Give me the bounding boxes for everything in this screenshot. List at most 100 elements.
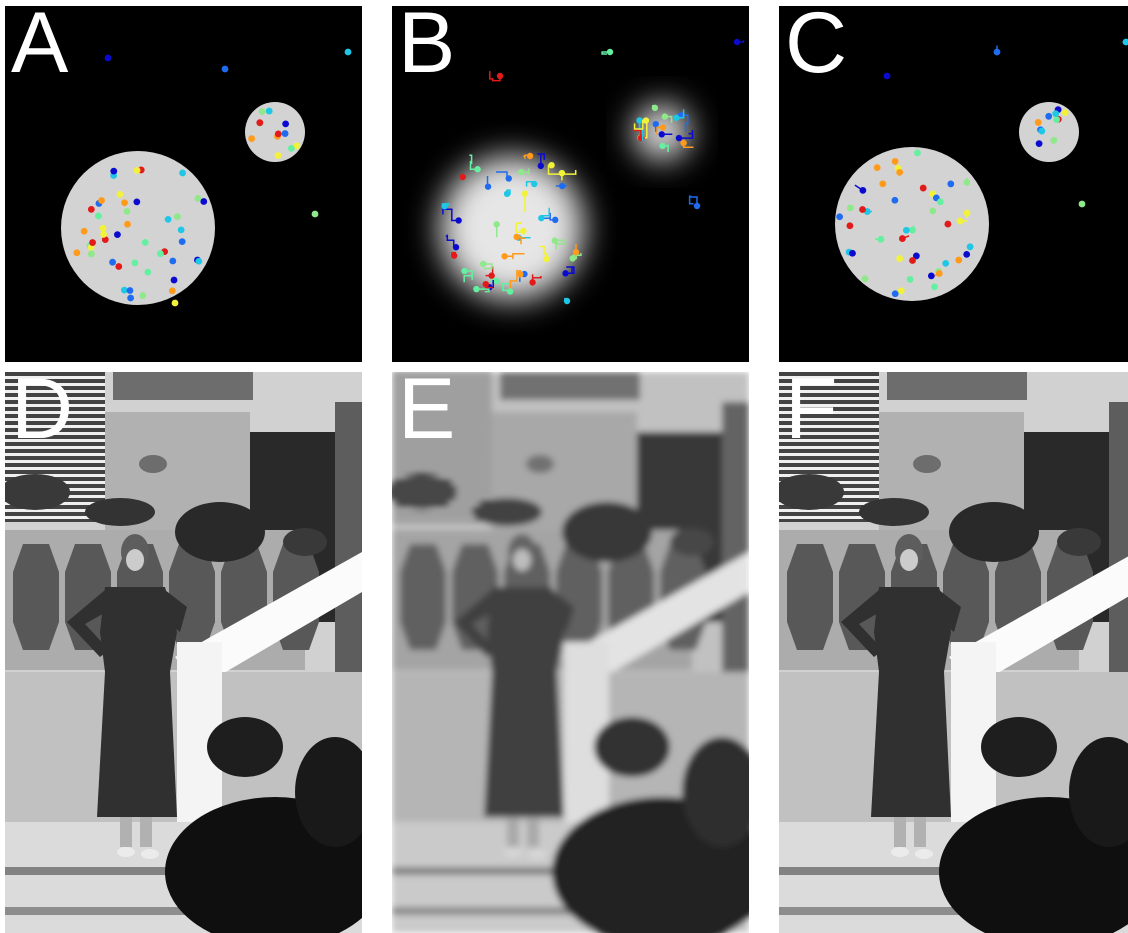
- particle-dot: [517, 271, 524, 278]
- shutter-slat: [5, 432, 105, 435]
- panel-c: C: [779, 6, 1128, 362]
- panel-a-particle-dots: [73, 48, 352, 307]
- particle-dot: [1045, 112, 1053, 120]
- shutter-slat: [392, 446, 492, 449]
- shutter-slat: [5, 418, 105, 421]
- particle-dot: [531, 180, 538, 188]
- panel-d-scene: [5, 372, 362, 933]
- particle-dot: [673, 114, 680, 121]
- particle-trajectory: [638, 120, 644, 141]
- particle-dot: [124, 220, 131, 228]
- woman-arm: [841, 590, 887, 657]
- panel-e-scene: [392, 372, 749, 933]
- particle-dot: [484, 183, 492, 190]
- shutter-slat: [779, 474, 879, 477]
- bush: [981, 717, 1057, 777]
- particle-trajectory: [601, 51, 610, 55]
- particle-dot: [963, 179, 971, 186]
- panel-b-figure: [392, 6, 749, 362]
- shutter-slat: [392, 460, 492, 463]
- particle-dot: [675, 134, 683, 142]
- particle-trajectory: [483, 263, 493, 270]
- panel-f-scene: [779, 372, 1128, 933]
- particle-dot: [73, 249, 81, 257]
- potted-plant: [670, 528, 714, 556]
- woman-leg: [507, 817, 519, 847]
- particle-dot: [282, 120, 290, 128]
- particle-dot: [846, 222, 854, 230]
- shutter-slat: [5, 509, 105, 512]
- particle-dot: [891, 196, 899, 204]
- particle-dot: [170, 276, 178, 284]
- particle-dot: [133, 166, 141, 174]
- potted-plant: [5, 474, 70, 510]
- shutter-slat: [5, 474, 105, 477]
- particle-dot: [929, 207, 937, 215]
- particle-trajectory: [664, 115, 673, 123]
- panel-b-trajectories: [441, 38, 745, 305]
- particle-dot: [141, 239, 149, 246]
- particle-dot: [849, 249, 856, 257]
- particle-dot: [942, 259, 950, 267]
- particle-dot: [258, 108, 266, 115]
- particle-trajectory: [561, 170, 577, 181]
- particle-trajectory: [681, 114, 689, 132]
- particle-dot: [966, 243, 974, 251]
- shutter-slat: [5, 446, 105, 449]
- particle-dot: [482, 280, 489, 288]
- particle-dot: [505, 175, 512, 182]
- panel-a: A: [5, 6, 362, 362]
- particle-dot: [912, 252, 920, 260]
- shutter-slat: [392, 397, 492, 400]
- particle-dot: [121, 199, 128, 207]
- panel-c-particle-dots: [836, 38, 1128, 298]
- particle-dot: [506, 288, 514, 295]
- shutter-slat: [5, 516, 105, 519]
- particle-dot: [606, 48, 614, 56]
- particle-trajectory: [575, 243, 577, 253]
- particle-dot: [256, 119, 264, 127]
- particle-dot: [572, 249, 580, 256]
- shutter-slat: [5, 453, 105, 456]
- particle-dot: [274, 152, 282, 159]
- woman-leg: [527, 817, 539, 847]
- shutter-slat: [779, 425, 879, 428]
- particle-dot: [281, 130, 289, 137]
- shutter-slat: [392, 453, 492, 456]
- shutter-slat: [5, 383, 105, 386]
- lamp-shadow: [913, 455, 941, 473]
- particle-dot: [474, 166, 481, 173]
- particle-dot: [171, 299, 179, 307]
- particle-dot: [569, 255, 576, 262]
- particle-dot: [963, 209, 971, 217]
- particle-dot: [87, 250, 95, 258]
- particle-dot: [98, 197, 105, 204]
- particle-dot: [947, 180, 955, 188]
- shutter-slat: [392, 467, 492, 470]
- particle-dot: [836, 213, 844, 221]
- lamp-shadow: [139, 455, 167, 473]
- balustrade-opening: [400, 544, 446, 650]
- particle-dot: [538, 214, 545, 222]
- particle-dot: [87, 205, 95, 213]
- shutter-slat: [779, 404, 879, 407]
- particle-dot: [636, 117, 643, 124]
- panel-a-large-disk: [61, 151, 215, 305]
- balustrade-opening: [13, 544, 59, 650]
- particle-dot: [221, 65, 229, 73]
- woman-face: [126, 549, 144, 571]
- particle-dot: [680, 139, 687, 147]
- particle-dot: [927, 272, 935, 280]
- panel-f: F: [779, 372, 1128, 933]
- particle-dot: [168, 287, 176, 295]
- shutter-slat: [779, 446, 879, 449]
- shutter-slat: [779, 390, 879, 393]
- particle-trajectory: [476, 288, 490, 293]
- particle-dot: [897, 287, 905, 295]
- particle-trajectory: [442, 208, 459, 222]
- particle-dot: [195, 257, 203, 265]
- woman-shoe: [915, 849, 933, 859]
- particle-dot: [909, 257, 916, 264]
- particle-dot: [503, 190, 511, 198]
- shutter-slat: [392, 432, 492, 435]
